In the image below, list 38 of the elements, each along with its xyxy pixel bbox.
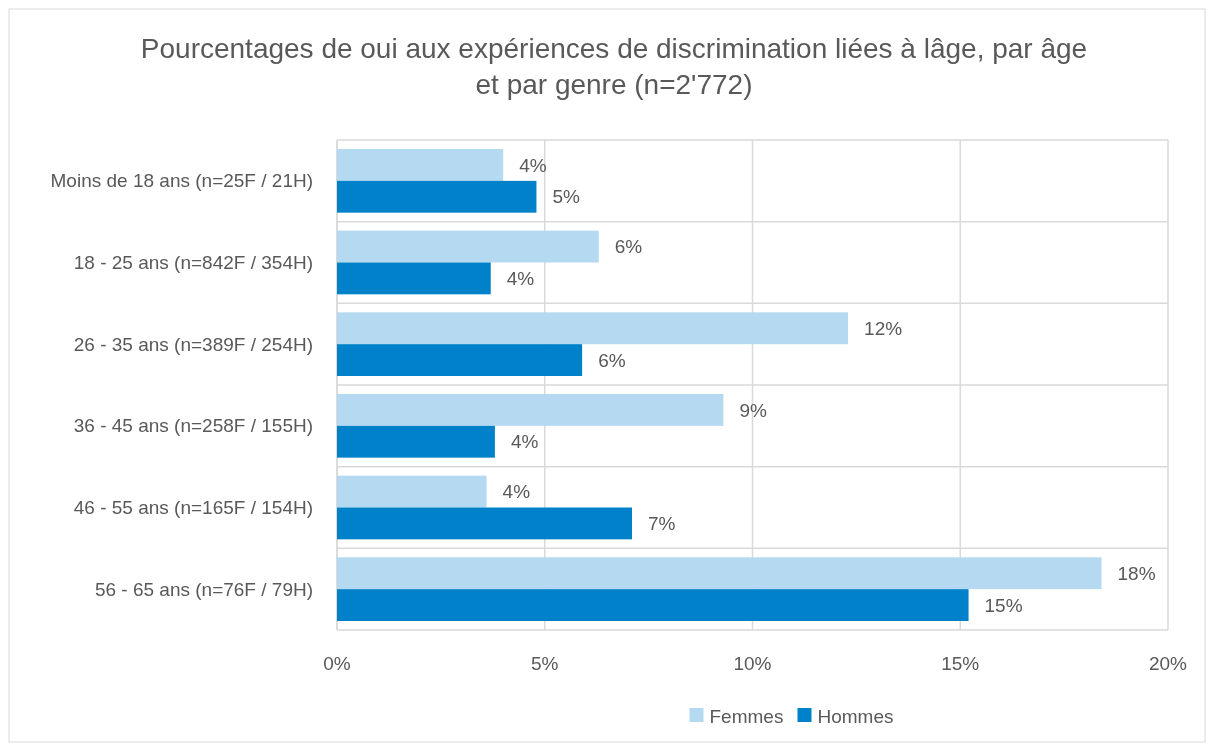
bar <box>337 230 599 263</box>
bar <box>337 180 537 213</box>
bar <box>337 425 495 458</box>
data-label: 4% <box>506 268 535 290</box>
y-tick-label: 18 - 25 ans (n=842F / 354H) <box>73 252 313 274</box>
y-tick-label: 36 - 45 ans (n=258F / 155H) <box>73 415 313 437</box>
y-tick-label: 46 - 55 ans (n=165F / 154H) <box>73 497 313 519</box>
bar <box>337 589 969 621</box>
bar <box>337 557 1102 590</box>
data-label: 6% <box>598 349 626 371</box>
legend-label: Hommes <box>817 705 894 727</box>
bar <box>337 262 491 295</box>
data-label: 5% <box>552 186 581 208</box>
data-label: 9% <box>739 399 767 421</box>
y-tick-label: Moins de 18 ans (n=25F / 21H) <box>50 170 313 192</box>
data-label: 4% <box>510 431 539 453</box>
data-label: 7% <box>648 513 676 535</box>
data-label: 4% <box>519 154 547 176</box>
data-label: 15% <box>984 594 1023 616</box>
x-tick-label: 20% <box>1148 653 1188 674</box>
legend-label: Femmes <box>709 705 784 727</box>
bar <box>337 312 849 345</box>
bar <box>337 344 583 376</box>
bar <box>337 507 633 540</box>
bar <box>337 394 724 426</box>
bar <box>337 149 504 181</box>
data-label: 18% <box>1117 562 1156 584</box>
data-label: 12% <box>864 317 903 339</box>
bar <box>337 475 487 508</box>
x-tick-label: 0% <box>323 653 351 674</box>
x-tick-label: 10% <box>733 653 772 674</box>
data-label: 4% <box>502 481 531 503</box>
x-tick-label: 5% <box>531 653 559 674</box>
y-tick-label: 56 - 65 ans (n=76F / 79H) <box>94 578 313 600</box>
x-tick-label: 15% <box>941 653 980 674</box>
data-label: 6% <box>614 236 643 258</box>
chart-title: Pourcentages de oui aux expériences de discrimination liées à lâge, par âge et par genre (n=2'772) <box>140 33 1088 100</box>
y-tick-label: 26 - 35 ans (n=389F / 254H) <box>73 333 313 355</box>
